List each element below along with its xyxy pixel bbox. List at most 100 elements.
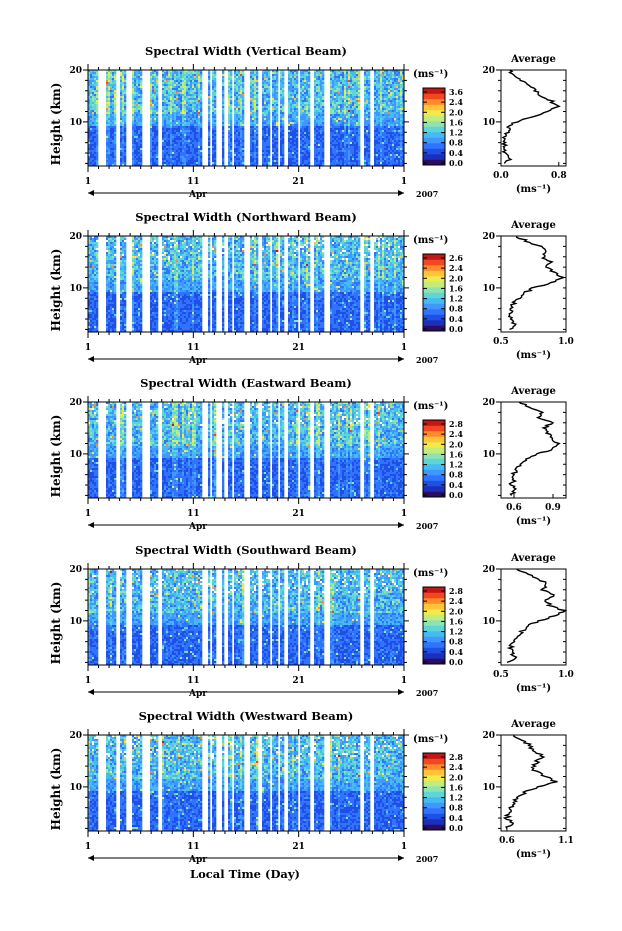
colorbar-tick-label: 1.2 [449, 627, 463, 637]
y-tick-label: 10 [69, 783, 82, 793]
x-tick-label: 1 [85, 842, 91, 852]
colorbar-tick-label: 2.4 [449, 596, 463, 606]
panel-title: Spectral Width (Northward Beam) [135, 210, 357, 224]
colorbar-tick-label: 2.8 [449, 586, 463, 596]
y-tick-label: 10 [69, 450, 82, 460]
colorbar-tick-label: 1.2 [449, 294, 463, 304]
avg-x-tick-label: 0.0 [493, 171, 509, 181]
y-tick-label: 10 [69, 118, 82, 128]
colorbar-tick-label: 3.6 [449, 87, 463, 97]
x-tick-label: 11 [187, 509, 200, 519]
y-tick-label: 10 [69, 284, 82, 294]
avg-y-tick-label: 20 [482, 66, 495, 76]
panel-title: Spectral Width (Westward Beam) [139, 709, 354, 723]
colorbar-tick-label: 0.8 [449, 637, 463, 647]
panel-2: Spectral Width (Northward Beam) Height (k… [49, 210, 574, 366]
x-tick-label: 11 [187, 343, 200, 353]
y-axis-label: Height (km) [49, 83, 63, 166]
colorbar-tick-label: 0.4 [449, 314, 463, 324]
y-tick-label: 10 [69, 617, 82, 627]
x-tick-label: 1 [85, 343, 91, 353]
colorbar-tick-label: 0.0 [449, 158, 463, 168]
avg-y-tick-label: 10 [482, 450, 495, 460]
avg-x-tick-label: 1.0 [558, 670, 574, 680]
year-label: 2007 [416, 355, 438, 365]
heatmap-cells [88, 236, 404, 332]
avg-x-tick-label: 1.0 [558, 337, 574, 347]
colorbar-tick-label: 2.6 [449, 253, 463, 263]
average-title: Average [510, 553, 556, 564]
colorbar-tick-label: 0.0 [449, 490, 463, 500]
x-tick-label: 1 [401, 343, 407, 353]
x-tick-label: 1 [401, 676, 407, 686]
heatmap-cells [88, 402, 404, 498]
colorbar-tick-label: 1.6 [449, 616, 463, 626]
x-tick-label: 1 [401, 842, 407, 852]
y-tick-label: 20 [69, 66, 82, 76]
month-label: Apr [188, 855, 207, 865]
colorbar-tick-label: 0.4 [449, 813, 463, 823]
x-tick-label: 11 [187, 676, 200, 686]
colorbar-tick-label: 0.8 [449, 304, 463, 314]
heatmap-cells [88, 735, 404, 831]
year-label: 2007 [416, 688, 438, 698]
avg-y-tick-label: 20 [482, 565, 495, 575]
colorbar-tick-label: 2.4 [449, 762, 463, 772]
colorbar-tick-label: 1.2 [449, 793, 463, 803]
panel-title: Spectral Width (Eastward Beam) [140, 376, 352, 390]
x-tick-label: 1 [401, 177, 407, 187]
avg-y-tick-label: 10 [482, 617, 495, 627]
colorbar-tick-label: 1.6 [449, 449, 463, 459]
colorbar-tick-label: 0.0 [449, 324, 463, 334]
year-label: 2007 [416, 854, 438, 864]
x-tick-label: 21 [292, 676, 305, 686]
colorbar-tick-label: 1.2 [449, 128, 463, 138]
avg-y-tick-label: 20 [482, 731, 495, 741]
avg-unit: (ms⁻¹) [516, 516, 551, 527]
avg-y-tick-label: 10 [482, 284, 495, 294]
x-tick-label: 11 [187, 177, 200, 187]
avg-y-tick-label: 20 [482, 398, 495, 408]
year-label: 2007 [416, 189, 438, 199]
colorbar-tick-label: 2.4 [449, 97, 463, 107]
avg-x-tick-label: 0.6 [506, 503, 522, 513]
colorbar-tick-label: 0.8 [449, 138, 463, 148]
colorbar: 2.62.42.01.61.20.80.40.0 [423, 253, 463, 334]
year-label: 2007 [416, 521, 438, 531]
panel-title: Spectral Width (Vertical Beam) [145, 44, 347, 58]
colorbar-unit: (ms⁻¹) [413, 235, 448, 246]
colorbar-tick-label: 2.0 [449, 772, 463, 782]
y-tick-label: 20 [69, 731, 82, 741]
y-tick-label: 20 [69, 565, 82, 575]
colorbar-tick-label: 2.0 [449, 439, 463, 449]
colorbar: 2.82.42.01.61.20.80.40.0 [423, 752, 463, 833]
avg-x-tick-label: 0.6 [499, 836, 515, 846]
avg-x-tick-label: 1.1 [558, 836, 574, 846]
avg-y-tick-label: 10 [482, 783, 495, 793]
colorbar-unit: (ms⁻¹) [413, 401, 448, 412]
y-tick-label: 20 [69, 232, 82, 242]
avg-x-tick-label: 0.8 [551, 171, 567, 181]
y-axis-label: Height (km) [49, 582, 63, 665]
average-title: Average [510, 220, 556, 231]
colorbar-tick-label: 2.8 [449, 752, 463, 762]
avg-y-tick-label: 20 [482, 232, 495, 242]
x-tick-label: 1 [85, 177, 91, 187]
y-axis-label: Height (km) [49, 249, 63, 332]
colorbar-unit: (ms⁻¹) [413, 568, 448, 579]
avg-x-tick-label: 0.9 [545, 503, 561, 513]
x-tick-label: 1 [85, 676, 91, 686]
panel-4: Spectral Width (Southward Beam)Height (k… [49, 543, 574, 699]
colorbar-tick-label: 0.4 [449, 647, 463, 657]
month-label: Apr [188, 689, 207, 699]
colorbar-tick-label: 1.6 [449, 117, 463, 127]
colorbar-tick-label: 0.4 [449, 480, 463, 490]
panel-1: Spectral Width (Vertical Beam) Height (km… [49, 44, 567, 200]
colorbar-tick-label: 0.0 [449, 657, 463, 667]
month-label: Apr [188, 522, 207, 532]
